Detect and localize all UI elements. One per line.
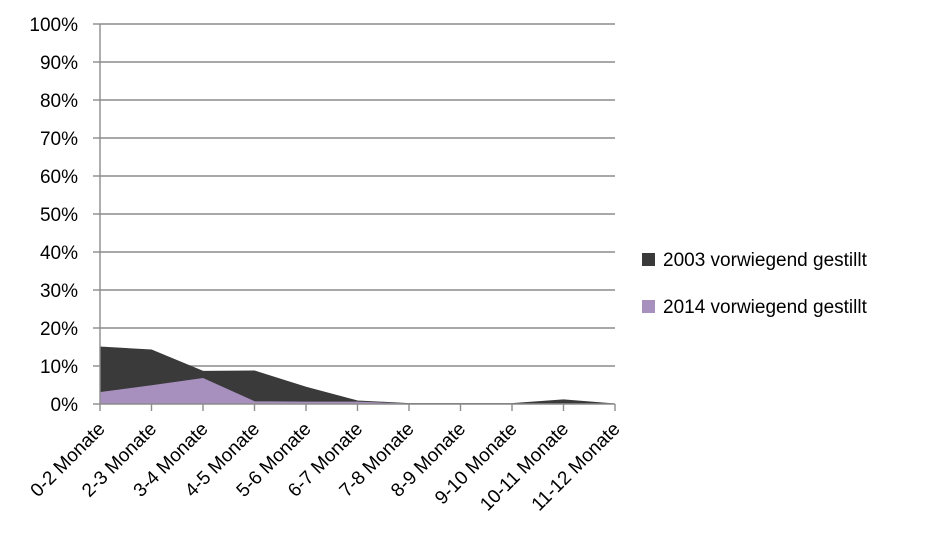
axes [93, 23, 616, 411]
y-tick-label: 0% [51, 395, 79, 416]
legend-label-1: 2003 vorwiegend gestillt [663, 250, 868, 271]
y-tick-label: 80% [40, 91, 78, 112]
legend-label-2: 2014 vorwiegend gestillt [663, 297, 868, 318]
y-tick-label: 100% [29, 15, 78, 36]
legend-swatch-2 [642, 300, 655, 313]
y-tick-label: 20% [40, 319, 78, 340]
y-tick-label: 10% [40, 357, 78, 378]
legend-swatch-1 [642, 253, 655, 266]
y-tick-label: 60% [40, 167, 78, 188]
data-areas [99, 346, 616, 405]
y-axis-tick-labels: 0% 10% 20% 30% 40% 50% 60% 70% 80% 90% 100% [29, 15, 78, 416]
legend: 2003 vorwiegend gestillt 2014 vorwiegend … [642, 250, 868, 318]
gridlines [100, 23, 615, 367]
y-tick-label: 50% [40, 205, 78, 226]
y-tick-label: 90% [40, 53, 78, 74]
area-series-2 [99, 378, 615, 405]
y-tick-label: 70% [40, 129, 78, 150]
y-tick-label: 30% [40, 281, 78, 302]
y-tick-label: 40% [40, 243, 78, 264]
